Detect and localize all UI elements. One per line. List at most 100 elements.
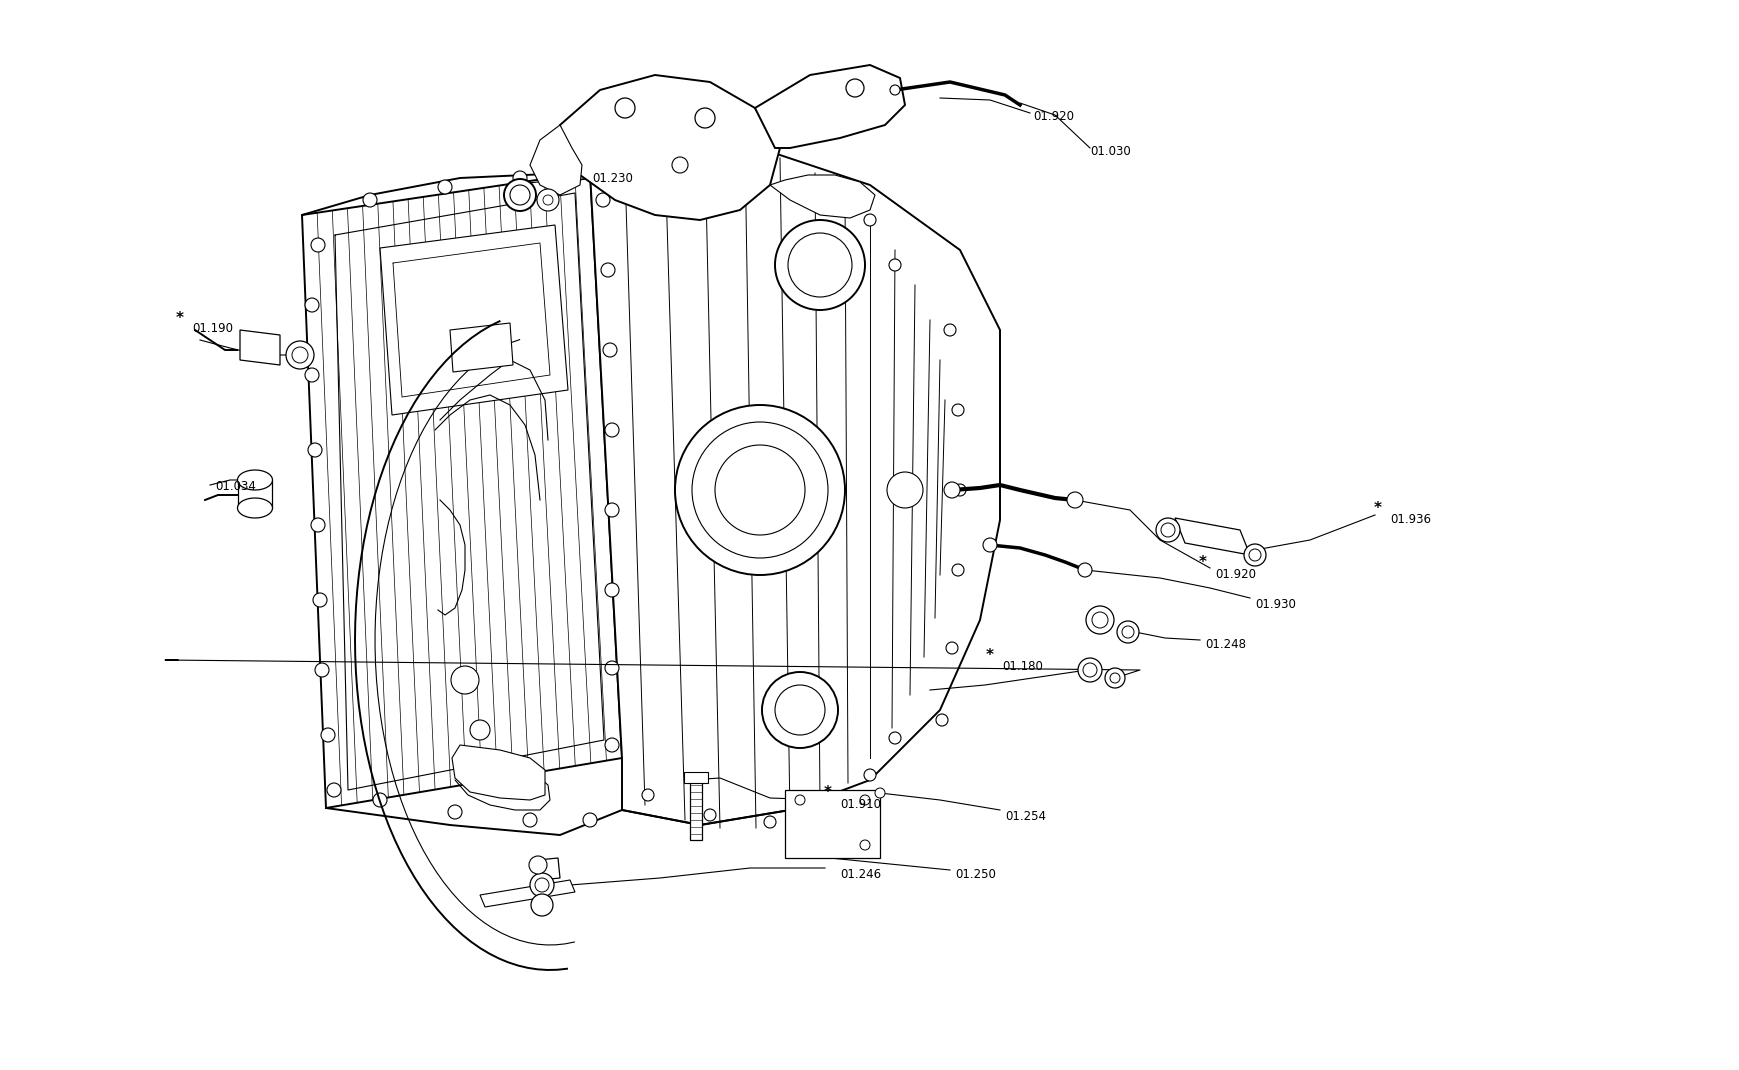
- Text: 01.180: 01.180: [1002, 660, 1042, 673]
- Text: 01.230: 01.230: [591, 172, 633, 185]
- Circle shape: [605, 423, 619, 437]
- Circle shape: [953, 484, 965, 496]
- Circle shape: [530, 895, 553, 916]
- Circle shape: [605, 738, 619, 752]
- Text: 01.246: 01.246: [840, 868, 880, 881]
- Text: *: *: [986, 647, 993, 662]
- Circle shape: [605, 661, 619, 675]
- Polygon shape: [537, 858, 560, 880]
- Text: 01.254: 01.254: [1005, 810, 1045, 823]
- Text: 01.248: 01.248: [1205, 638, 1245, 651]
- Polygon shape: [560, 75, 779, 220]
- Circle shape: [1109, 673, 1120, 683]
- Circle shape: [605, 583, 619, 597]
- Circle shape: [944, 324, 955, 336]
- Polygon shape: [452, 745, 544, 800]
- Circle shape: [889, 85, 899, 95]
- Circle shape: [510, 185, 530, 205]
- Polygon shape: [770, 175, 875, 218]
- Circle shape: [304, 299, 318, 312]
- Polygon shape: [1174, 518, 1249, 555]
- Circle shape: [951, 564, 963, 576]
- Circle shape: [642, 789, 654, 801]
- Text: *: *: [1198, 554, 1207, 569]
- Circle shape: [643, 169, 656, 181]
- Circle shape: [1243, 544, 1266, 566]
- Circle shape: [614, 98, 635, 118]
- Circle shape: [821, 799, 833, 811]
- Circle shape: [1104, 668, 1125, 688]
- Circle shape: [675, 406, 845, 575]
- Text: 01.030: 01.030: [1089, 146, 1130, 158]
- Circle shape: [859, 795, 870, 805]
- Circle shape: [447, 805, 463, 819]
- Circle shape: [450, 666, 478, 694]
- Circle shape: [320, 728, 336, 742]
- Circle shape: [692, 422, 828, 557]
- Circle shape: [311, 238, 325, 253]
- Ellipse shape: [237, 498, 273, 518]
- Circle shape: [308, 443, 322, 457]
- Circle shape: [814, 179, 826, 192]
- Text: 01.930: 01.930: [1254, 598, 1296, 611]
- Circle shape: [470, 720, 490, 740]
- Circle shape: [864, 214, 875, 226]
- Circle shape: [889, 732, 901, 744]
- Circle shape: [704, 809, 715, 821]
- Circle shape: [1116, 621, 1139, 643]
- Circle shape: [363, 193, 377, 207]
- Circle shape: [753, 157, 765, 169]
- Circle shape: [1092, 612, 1108, 628]
- Polygon shape: [238, 480, 271, 508]
- Polygon shape: [379, 225, 567, 415]
- Circle shape: [596, 193, 610, 207]
- Polygon shape: [303, 172, 621, 808]
- Text: 01.250: 01.250: [955, 868, 995, 881]
- Circle shape: [694, 108, 715, 128]
- Circle shape: [292, 347, 308, 363]
- Circle shape: [530, 873, 553, 897]
- Text: 01.910: 01.910: [840, 798, 880, 811]
- Circle shape: [529, 856, 546, 874]
- Circle shape: [543, 195, 553, 205]
- Circle shape: [285, 341, 313, 369]
- Circle shape: [534, 878, 550, 892]
- Circle shape: [1122, 626, 1134, 638]
- Circle shape: [889, 259, 901, 271]
- Circle shape: [1085, 606, 1113, 635]
- Circle shape: [1155, 518, 1179, 542]
- Circle shape: [1078, 563, 1092, 577]
- Circle shape: [864, 769, 875, 781]
- Circle shape: [1160, 523, 1174, 537]
- Circle shape: [537, 189, 558, 211]
- Text: 01.190: 01.190: [191, 322, 233, 335]
- Circle shape: [583, 813, 596, 827]
- Circle shape: [774, 220, 864, 310]
- Circle shape: [311, 518, 325, 532]
- Circle shape: [887, 472, 922, 508]
- Circle shape: [946, 642, 958, 654]
- Circle shape: [795, 795, 805, 805]
- Circle shape: [715, 445, 805, 535]
- Circle shape: [951, 404, 963, 416]
- Circle shape: [875, 788, 885, 798]
- Text: 01.034: 01.034: [216, 480, 256, 493]
- Polygon shape: [240, 330, 280, 365]
- Text: 01.920: 01.920: [1214, 568, 1256, 581]
- Text: 01.936: 01.936: [1389, 513, 1429, 526]
- Text: *: *: [176, 310, 184, 325]
- Circle shape: [762, 672, 838, 748]
- Polygon shape: [450, 323, 513, 372]
- Circle shape: [983, 538, 996, 552]
- Circle shape: [327, 783, 341, 797]
- Circle shape: [944, 482, 960, 498]
- Polygon shape: [755, 65, 904, 148]
- Polygon shape: [590, 146, 1000, 825]
- Circle shape: [671, 157, 687, 173]
- Circle shape: [504, 179, 536, 211]
- Circle shape: [603, 343, 617, 357]
- Circle shape: [1249, 549, 1261, 561]
- Polygon shape: [683, 771, 708, 783]
- Circle shape: [605, 503, 619, 517]
- Text: *: *: [824, 785, 831, 800]
